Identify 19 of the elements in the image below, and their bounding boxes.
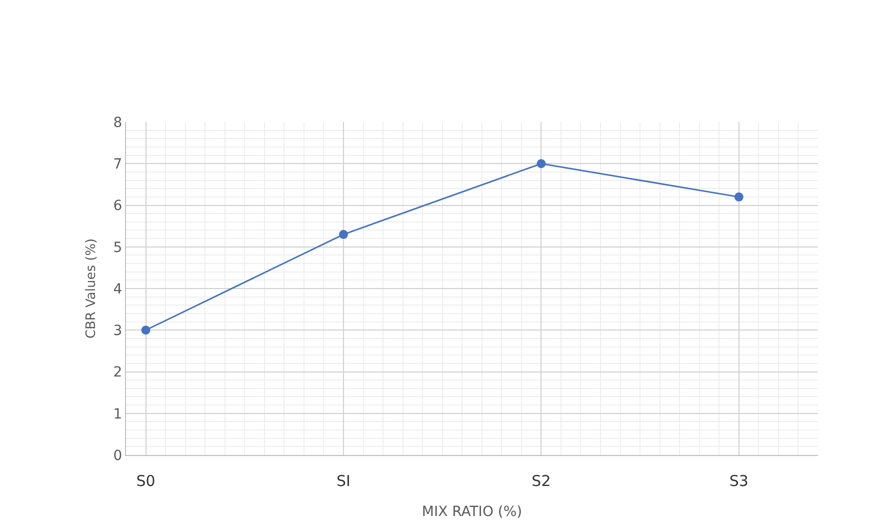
y-tick-label: 3 (113, 323, 122, 340)
y-tick-label: 7 (113, 156, 122, 173)
y-tick-label: 4 (113, 281, 122, 298)
x-tick-label: SI (336, 472, 350, 490)
y-tick-label: 1 (113, 406, 122, 422)
x-axis-title: MIX RATIO (%) (422, 504, 522, 520)
y-tick-label: 5 (113, 240, 122, 256)
y-tick-label: 6 (113, 198, 122, 214)
point (141, 326, 150, 335)
point (536, 159, 546, 168)
x-tick-label: S0 (136, 472, 156, 490)
y-tick-label: 0 (113, 448, 122, 464)
x-tick-label: S2 (532, 472, 551, 490)
point (734, 192, 744, 202)
y-tick-label: 8 (113, 114, 122, 131)
y-tick-label: 2 (113, 364, 122, 381)
y-axis-title: CBR Values (%) (84, 238, 100, 339)
x-tick-label: S3 (729, 472, 748, 490)
point (338, 230, 348, 239)
